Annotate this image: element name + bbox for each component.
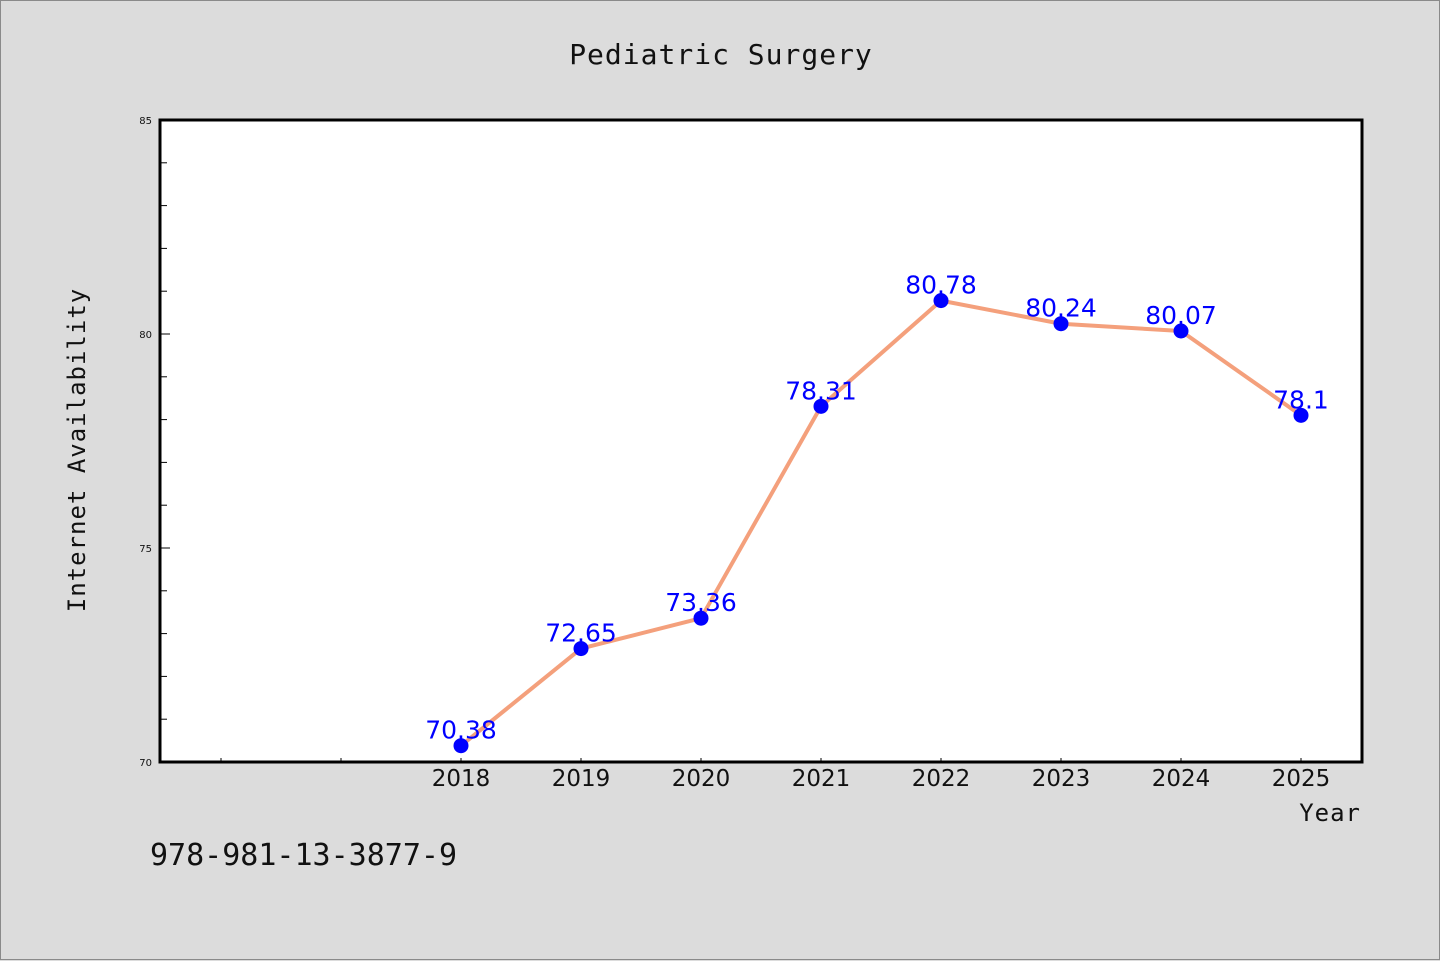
y-tick-label: 70 — [139, 758, 152, 769]
data-label: 80.78 — [905, 271, 977, 300]
data-label: 73.36 — [665, 588, 737, 617]
chart-title: Pediatric Surgery — [569, 38, 873, 71]
data-label: 78.31 — [785, 376, 857, 405]
data-point — [693, 610, 709, 626]
y-tick-label: 80 — [139, 330, 152, 341]
x-tick-label: 2020 — [672, 766, 731, 792]
data-point — [813, 398, 829, 414]
data-point — [1173, 323, 1189, 339]
series-line — [459, 298, 1303, 748]
x-axis-ticks: 2018 2019 2020 2021 2022 2023 2024 2025 — [220, 758, 1331, 792]
data-label: 78.1 — [1273, 385, 1329, 414]
x-tick-label: 2025 — [1272, 766, 1331, 792]
y-axis-label: Internet Availability — [63, 288, 91, 612]
y-tick-label: 75 — [139, 544, 152, 555]
data-point — [1053, 316, 1069, 332]
x-axis-label: Year — [1299, 799, 1361, 827]
series-group: 70.38 72.65 73.36 78.31 80.78 80.24 80.07 78.1 — [425, 271, 1329, 754]
data-label: 70.38 — [425, 716, 497, 745]
data-point — [453, 738, 469, 754]
y-tick-label: 85 — [139, 116, 152, 127]
x-tick-label: 2018 — [432, 766, 491, 792]
isbn-code: 978-981-13-3877-9 — [150, 838, 457, 873]
data-point — [1293, 407, 1309, 423]
data-label: 72.65 — [545, 619, 617, 648]
plot-area — [158, 118, 1364, 764]
x-tick-label: 2022 — [912, 766, 971, 792]
y-axis-ticks: 70 75 80 85 — [139, 116, 170, 769]
data-point — [933, 293, 949, 309]
x-tick-label: 2024 — [1152, 766, 1211, 792]
x-tick-label: 2021 — [792, 766, 851, 792]
x-tick-label: 2023 — [1032, 766, 1091, 792]
data-label: 80.07 — [1145, 301, 1217, 330]
x-tick-label: 2019 — [552, 766, 611, 792]
data-label: 80.24 — [1025, 294, 1097, 323]
data-point — [573, 641, 589, 657]
